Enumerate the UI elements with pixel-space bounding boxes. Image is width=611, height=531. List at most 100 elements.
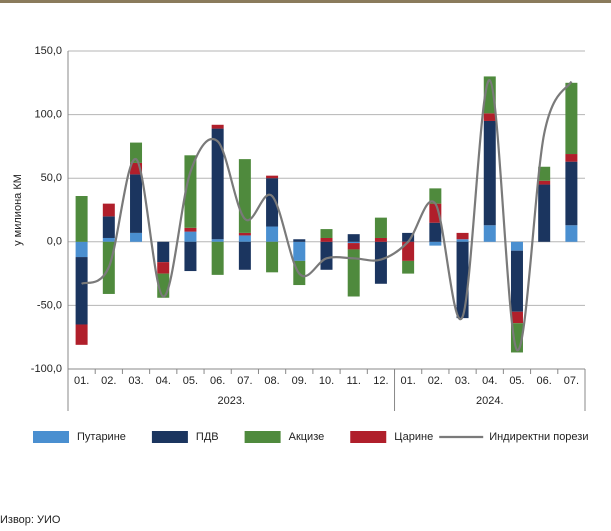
bar — [102, 203, 115, 217]
legend-label: Акцизе — [289, 431, 325, 443]
x-tick-label: 03. — [128, 375, 143, 387]
bar — [456, 241, 469, 319]
bar — [293, 239, 306, 242]
x-tick-label: 07. — [237, 375, 252, 387]
bar — [130, 174, 143, 233]
legend-label: ПДВ — [196, 431, 219, 443]
bar — [510, 250, 523, 312]
bar — [538, 166, 551, 181]
y-tick-label: 150,0 — [34, 45, 62, 57]
group-label: 2024. — [476, 395, 504, 407]
bar — [75, 324, 88, 345]
bar — [238, 241, 251, 270]
legend-label: Индиректни порези — [489, 431, 588, 443]
bar — [157, 262, 170, 274]
source: Извор: УИО — [0, 514, 61, 526]
bar — [157, 241, 170, 263]
bar — [347, 243, 360, 250]
bar — [184, 241, 197, 272]
x-tick-label: 07. — [564, 375, 579, 387]
bar — [293, 241, 306, 261]
bar — [483, 225, 496, 242]
bar — [510, 311, 523, 324]
x-tick-label: 12. — [373, 375, 388, 387]
bar — [347, 241, 360, 244]
bar — [320, 237, 333, 242]
bar — [266, 241, 279, 273]
bar — [184, 227, 197, 232]
bar — [402, 260, 415, 274]
bar — [130, 142, 143, 163]
bar — [211, 124, 224, 129]
bar — [565, 154, 578, 162]
x-tick-label: 11. — [346, 375, 360, 387]
x-tick-label: 02. — [428, 375, 443, 387]
bar — [320, 241, 333, 270]
bar — [102, 237, 115, 242]
group-label: 2023. — [217, 395, 245, 407]
bar — [565, 82, 578, 155]
y-tick-label: -100,0 — [31, 363, 62, 375]
legend-swatch — [33, 431, 69, 443]
x-tick-label: 03. — [455, 375, 470, 387]
bar — [347, 234, 360, 242]
bar — [238, 159, 251, 233]
bar — [238, 235, 251, 242]
top-strip — [0, 0, 611, 3]
bar — [565, 161, 578, 226]
bar — [266, 175, 279, 179]
bar — [266, 226, 279, 242]
bar — [320, 229, 333, 238]
x-tick-label: 01. — [400, 375, 415, 387]
bar — [565, 225, 578, 242]
bar — [374, 237, 387, 242]
bar — [456, 239, 469, 242]
legend-label: Путарине — [77, 431, 126, 443]
bar — [238, 232, 251, 236]
bar — [429, 188, 442, 204]
bar — [456, 232, 469, 240]
x-tick-label: 09. — [292, 375, 307, 387]
bar — [538, 180, 551, 185]
bar — [184, 155, 197, 228]
bar — [75, 241, 88, 258]
bar — [483, 113, 496, 121]
y-tick-label: 50,0 — [41, 172, 62, 184]
bar — [510, 241, 523, 251]
bar — [347, 249, 360, 297]
bar — [75, 257, 88, 325]
bar — [184, 231, 197, 242]
line — [81, 79, 573, 352]
legend-swatch — [244, 431, 281, 443]
x-tick-label: 06. — [210, 375, 225, 387]
y-tick-label: 0,0 — [47, 236, 62, 248]
bar — [211, 241, 224, 275]
legend-label: Царине — [394, 431, 433, 443]
bar — [429, 241, 442, 246]
x-tick-label: 02. — [101, 375, 116, 387]
bar — [211, 128, 224, 240]
x-tick-label: 05. — [183, 375, 198, 387]
bar — [266, 178, 279, 227]
x-tick-label: 06. — [537, 375, 552, 387]
bar — [538, 184, 551, 242]
bar — [130, 232, 143, 242]
bar — [75, 196, 88, 242]
y-tick-label: 100,0 — [34, 109, 62, 121]
x-tick-label: 04. — [156, 375, 171, 387]
x-tick-label: 01. — [74, 375, 89, 387]
bar — [211, 239, 224, 242]
bar — [402, 241, 415, 261]
bar — [374, 241, 387, 284]
y-tick-label: -50,0 — [37, 299, 62, 311]
legend-swatch — [151, 431, 188, 443]
x-tick-label: 10. — [319, 375, 334, 387]
legend-swatch — [350, 431, 387, 443]
bar — [483, 120, 496, 226]
bar — [102, 216, 115, 238]
bar — [374, 217, 387, 238]
bar — [402, 232, 415, 242]
bar — [429, 222, 442, 242]
bar — [130, 162, 143, 175]
